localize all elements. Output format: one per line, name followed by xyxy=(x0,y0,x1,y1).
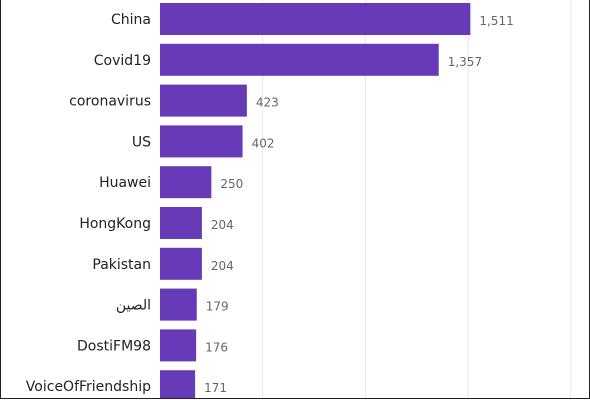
bar[interactable] xyxy=(160,84,247,117)
category-labels: China Covid19 coronavirus US Huawei HongKong P… xyxy=(26,12,151,395)
value-label: 204 xyxy=(211,218,234,232)
value-label: 1,511 xyxy=(479,14,513,28)
category-label: DostiFM98 xyxy=(77,338,151,354)
value-label: 402 xyxy=(252,136,275,150)
bar[interactable] xyxy=(160,3,471,35)
bars xyxy=(160,3,471,398)
bar[interactable] xyxy=(160,125,243,158)
category-label: الصين xyxy=(116,298,151,314)
category-label: Pakistan xyxy=(92,257,151,273)
value-labels: 1,511 1,357 423 402 250 204 204 179 176 171 xyxy=(204,14,514,395)
category-label: US xyxy=(132,134,151,150)
category-label: coronavirus xyxy=(69,94,151,110)
value-label: 423 xyxy=(256,96,279,110)
value-label: 176 xyxy=(205,340,228,354)
category-label: HongKong xyxy=(79,216,151,232)
bar[interactable] xyxy=(160,43,439,76)
bar[interactable] xyxy=(160,207,202,239)
bar[interactable] xyxy=(160,288,197,321)
category-label: Huawei xyxy=(99,175,151,191)
bar[interactable] xyxy=(160,166,212,199)
category-label: China xyxy=(111,12,151,28)
bar[interactable] xyxy=(160,370,196,398)
value-label: 171 xyxy=(204,381,227,395)
bar[interactable] xyxy=(160,329,197,362)
value-label: 179 xyxy=(206,300,229,314)
value-label: 1,357 xyxy=(448,55,482,69)
category-label: VoiceOfFriendship xyxy=(26,379,151,395)
category-label: Covid19 xyxy=(94,53,151,69)
value-label: 204 xyxy=(211,259,234,273)
bar[interactable] xyxy=(160,247,202,280)
value-label: 250 xyxy=(220,177,243,191)
